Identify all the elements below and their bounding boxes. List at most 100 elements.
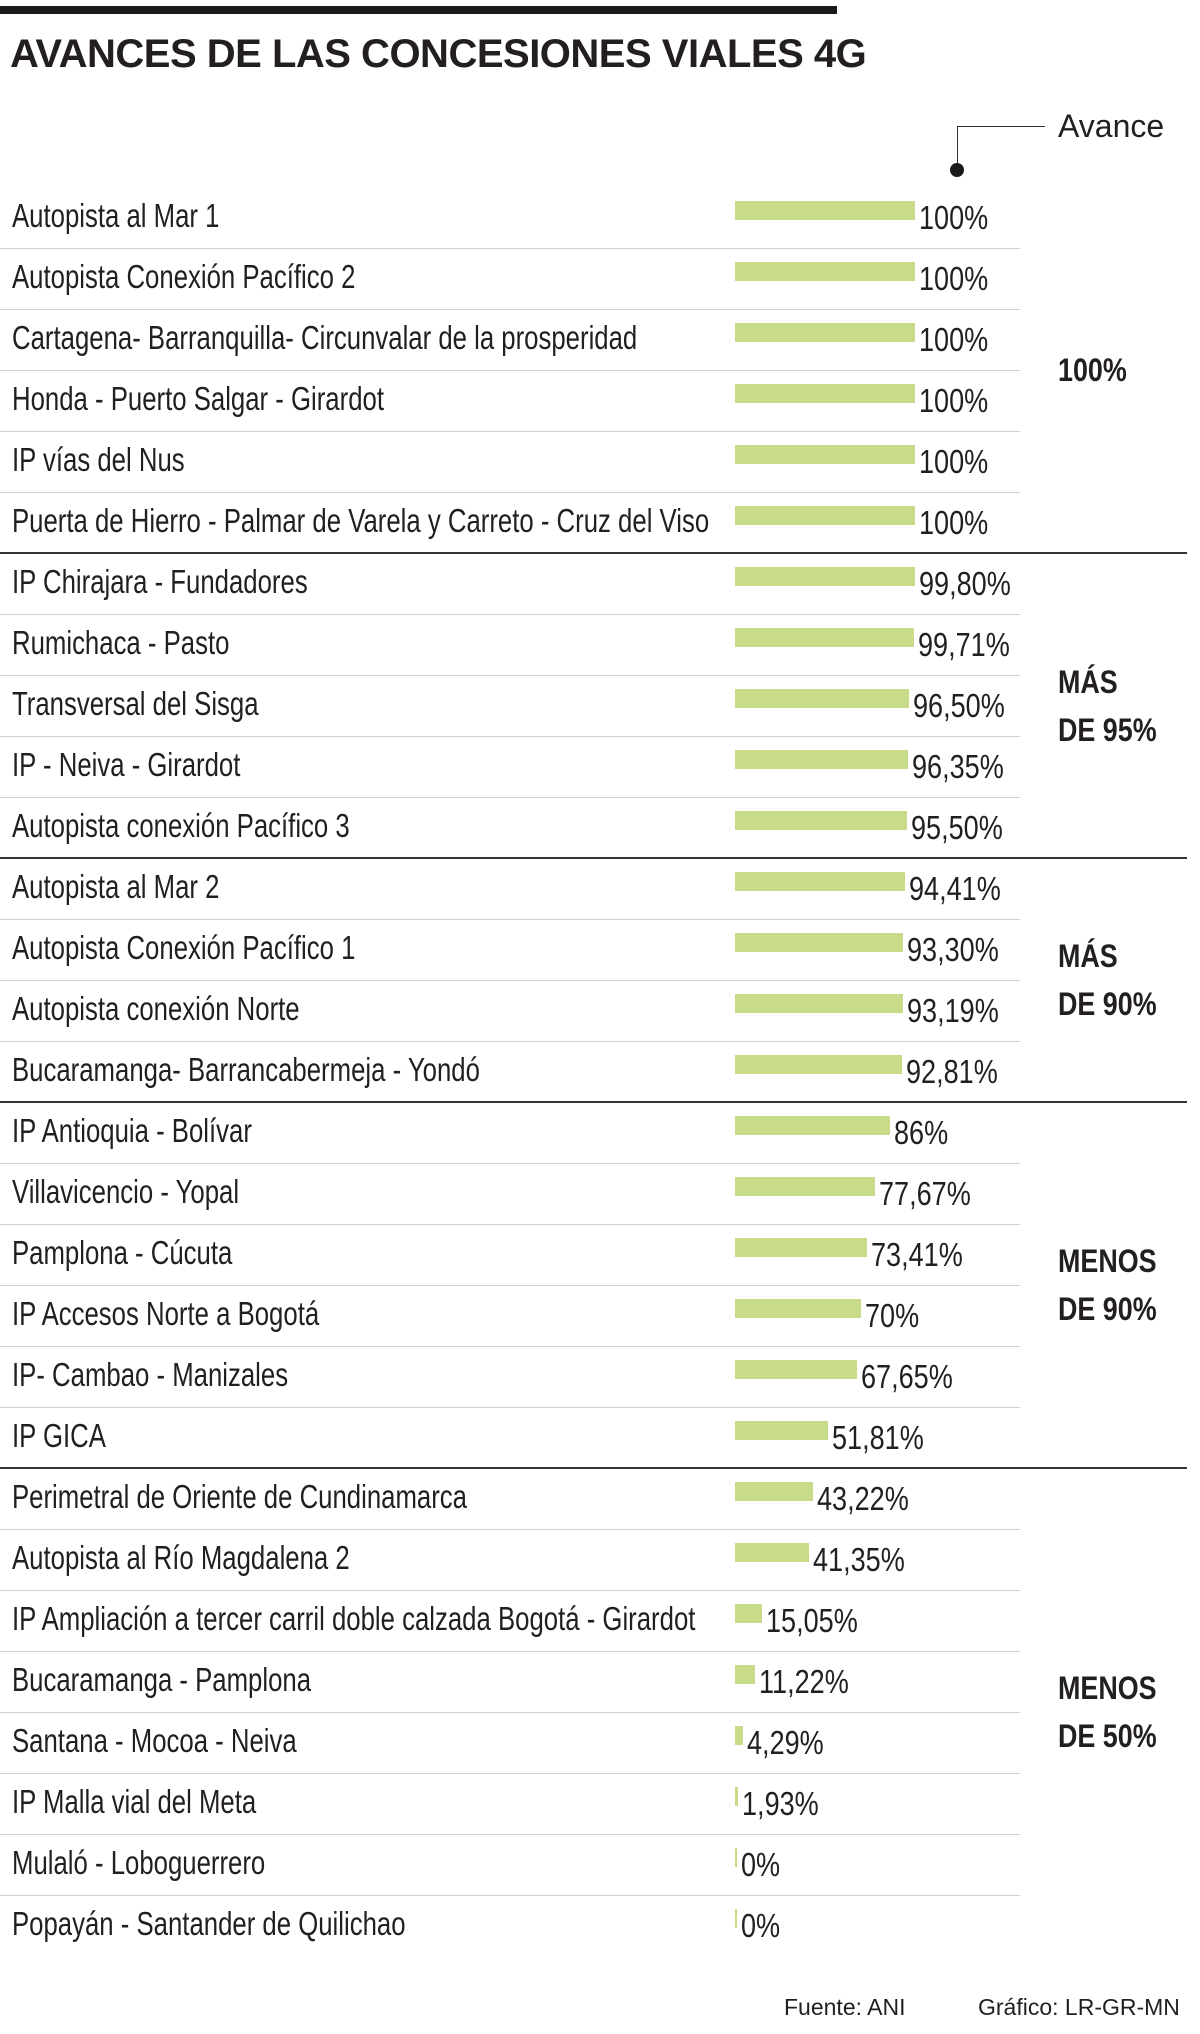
table-row: Bucaramanga - Pamplona 11,22%	[0, 1651, 1020, 1712]
group-separator	[0, 857, 1187, 859]
progress-bar	[735, 1787, 739, 1806]
progress-value-label: 0%	[741, 1846, 781, 1883]
concession-name: Transversal del Sisga	[12, 685, 259, 722]
legend-leader-horizontal	[957, 126, 1045, 127]
footer-source: Fuente: ANI	[784, 1994, 906, 2020]
concession-name: IP - Neiva - Girardot	[12, 746, 241, 783]
row-separator	[0, 980, 1020, 981]
group-label-line: DE 90%	[1058, 1291, 1157, 1327]
group-label: MÁS DE 90%	[1058, 932, 1157, 1028]
group-separator	[0, 552, 1187, 554]
table-row: IP- Cambao - Manizales 67,65%	[0, 1346, 1020, 1407]
group-label-line: MÁS	[1058, 663, 1118, 700]
progress-value-label: 43,22%	[816, 1480, 909, 1517]
progress-bar	[735, 1360, 857, 1379]
row-separator	[0, 919, 1020, 920]
progress-value-label: 67,65%	[860, 1358, 953, 1395]
row-separator	[0, 1651, 1020, 1652]
concession-name: Autopista Conexión Pacífico 2	[12, 258, 356, 295]
progress-bar	[735, 1543, 810, 1562]
progress-value-label: 100%	[919, 443, 989, 480]
row-separator	[0, 370, 1020, 371]
progress-bar	[735, 1116, 890, 1135]
concession-name: Pamplona - Cúcuta	[12, 1234, 233, 1271]
top-rule	[0, 6, 837, 14]
row-separator	[0, 1895, 1020, 1896]
progress-bar	[735, 1909, 737, 1928]
table-row: IP Chirajara - Fundadores 99,80%	[0, 553, 1020, 614]
table-row: Puerta de Hierro - Palmar de Varela y Ca…	[0, 492, 1020, 553]
progress-bar	[735, 1848, 737, 1867]
row-separator	[0, 797, 1020, 798]
progress-bar	[735, 1055, 903, 1074]
table-row: IP Malla vial del Meta 1,93%	[0, 1773, 1020, 1834]
concession-name: Autopista al Mar 1	[12, 197, 220, 234]
concession-name: Autopista conexión Pacífico 3	[12, 807, 350, 844]
table-row: Santana - Mocoa - Neiva 4,29%	[0, 1712, 1020, 1773]
table-row: Villavicencio - Yopal 77,67%	[0, 1163, 1020, 1224]
table-row: Autopista Conexión Pacífico 2 100%	[0, 248, 1020, 309]
concession-name: Mulaló - Loboguerrero	[12, 1844, 266, 1881]
progress-bar	[735, 994, 903, 1013]
group-label: MÁS DE 95%	[1058, 658, 1157, 754]
table-row: Autopista conexión Norte 93,19%	[0, 980, 1020, 1041]
concession-name: Perimetral de Oriente de Cundinamarca	[12, 1478, 467, 1515]
progress-bar	[735, 506, 915, 525]
progress-value-label: 51,81%	[832, 1419, 925, 1456]
concession-name: Autopista al Mar 2	[12, 868, 220, 905]
progress-bar	[735, 384, 915, 403]
table-row: Autopista Conexión Pacífico 1 93,30%	[0, 919, 1020, 980]
progress-value-label: 96,50%	[912, 687, 1005, 724]
row-separator	[0, 1285, 1020, 1286]
concession-name: Cartagena- Barranquilla- Circunvalar de …	[12, 319, 638, 356]
concession-name: IP Malla vial del Meta	[12, 1783, 257, 1820]
progress-bar	[735, 323, 915, 342]
table-row: Mulaló - Loboguerrero 0%	[0, 1834, 1020, 1895]
progress-bar	[735, 1421, 829, 1440]
progress-value-label: 0%	[741, 1907, 781, 1944]
concession-name: Bucaramanga - Pamplona	[12, 1661, 312, 1698]
progress-value-label: 93,30%	[906, 931, 999, 968]
concession-name: IP Chirajara - Fundadores	[12, 563, 308, 600]
progress-value-label: 100%	[919, 199, 989, 236]
group-label-line: MENOS	[1058, 1670, 1157, 1706]
progress-value-label: 70%	[865, 1297, 920, 1334]
concession-name: IP GICA	[12, 1417, 106, 1454]
group-separator	[0, 1467, 1187, 1469]
group-label-line: MÁS	[1058, 938, 1118, 974]
group-label-line: DE 90%	[1058, 986, 1157, 1022]
progress-bar	[735, 1604, 763, 1623]
progress-value-label: 15,05%	[766, 1602, 858, 1639]
progress-value-label: 1,93%	[742, 1785, 820, 1822]
progress-bar	[735, 567, 915, 586]
table-row: Cartagena- Barranquilla- Circunvalar de …	[0, 309, 1020, 370]
progress-value-label: 92,81%	[906, 1053, 998, 1090]
table-row: Autopista al Río Magdalena 2 41,35%	[0, 1529, 1020, 1590]
progress-value-label: 100%	[919, 260, 989, 297]
row-separator	[0, 431, 1020, 432]
progress-value-label: 86%	[893, 1114, 948, 1151]
progress-value-label: 100%	[919, 504, 989, 541]
progress-value-label: 73,41%	[871, 1236, 963, 1273]
progress-value-label: 95,50%	[910, 809, 1003, 846]
row-separator	[0, 1834, 1020, 1835]
group-label-line: MENOS	[1058, 1243, 1157, 1279]
progress-bar	[735, 1177, 875, 1196]
progress-bar	[735, 1726, 743, 1745]
progress-value-label: 100%	[919, 382, 989, 419]
progress-value-label: 41,35%	[813, 1541, 906, 1578]
table-row: Bucaramanga- Barrancabermeja - Yondó 92,8…	[0, 1041, 1020, 1102]
row-separator	[0, 1529, 1020, 1530]
concession-name: Autopista Conexión Pacífico 1	[12, 929, 356, 966]
progress-bar	[735, 628, 915, 647]
progress-value-label: 4,29%	[746, 1724, 824, 1761]
concession-name: Puerta de Hierro - Palmar de Varela y Ca…	[12, 502, 710, 539]
footer-credit: Gráfico: LR-GR-MN	[978, 1994, 1180, 2020]
row-separator	[0, 248, 1020, 249]
table-row: IP GICA 51,81%	[0, 1407, 1020, 1468]
legend-leader-vertical	[957, 126, 958, 170]
progress-value-label: 99,80%	[918, 565, 1011, 602]
concession-name: IP- Cambao - Manizales	[12, 1356, 289, 1393]
group-label: MENOS DE 90%	[1058, 1237, 1157, 1333]
